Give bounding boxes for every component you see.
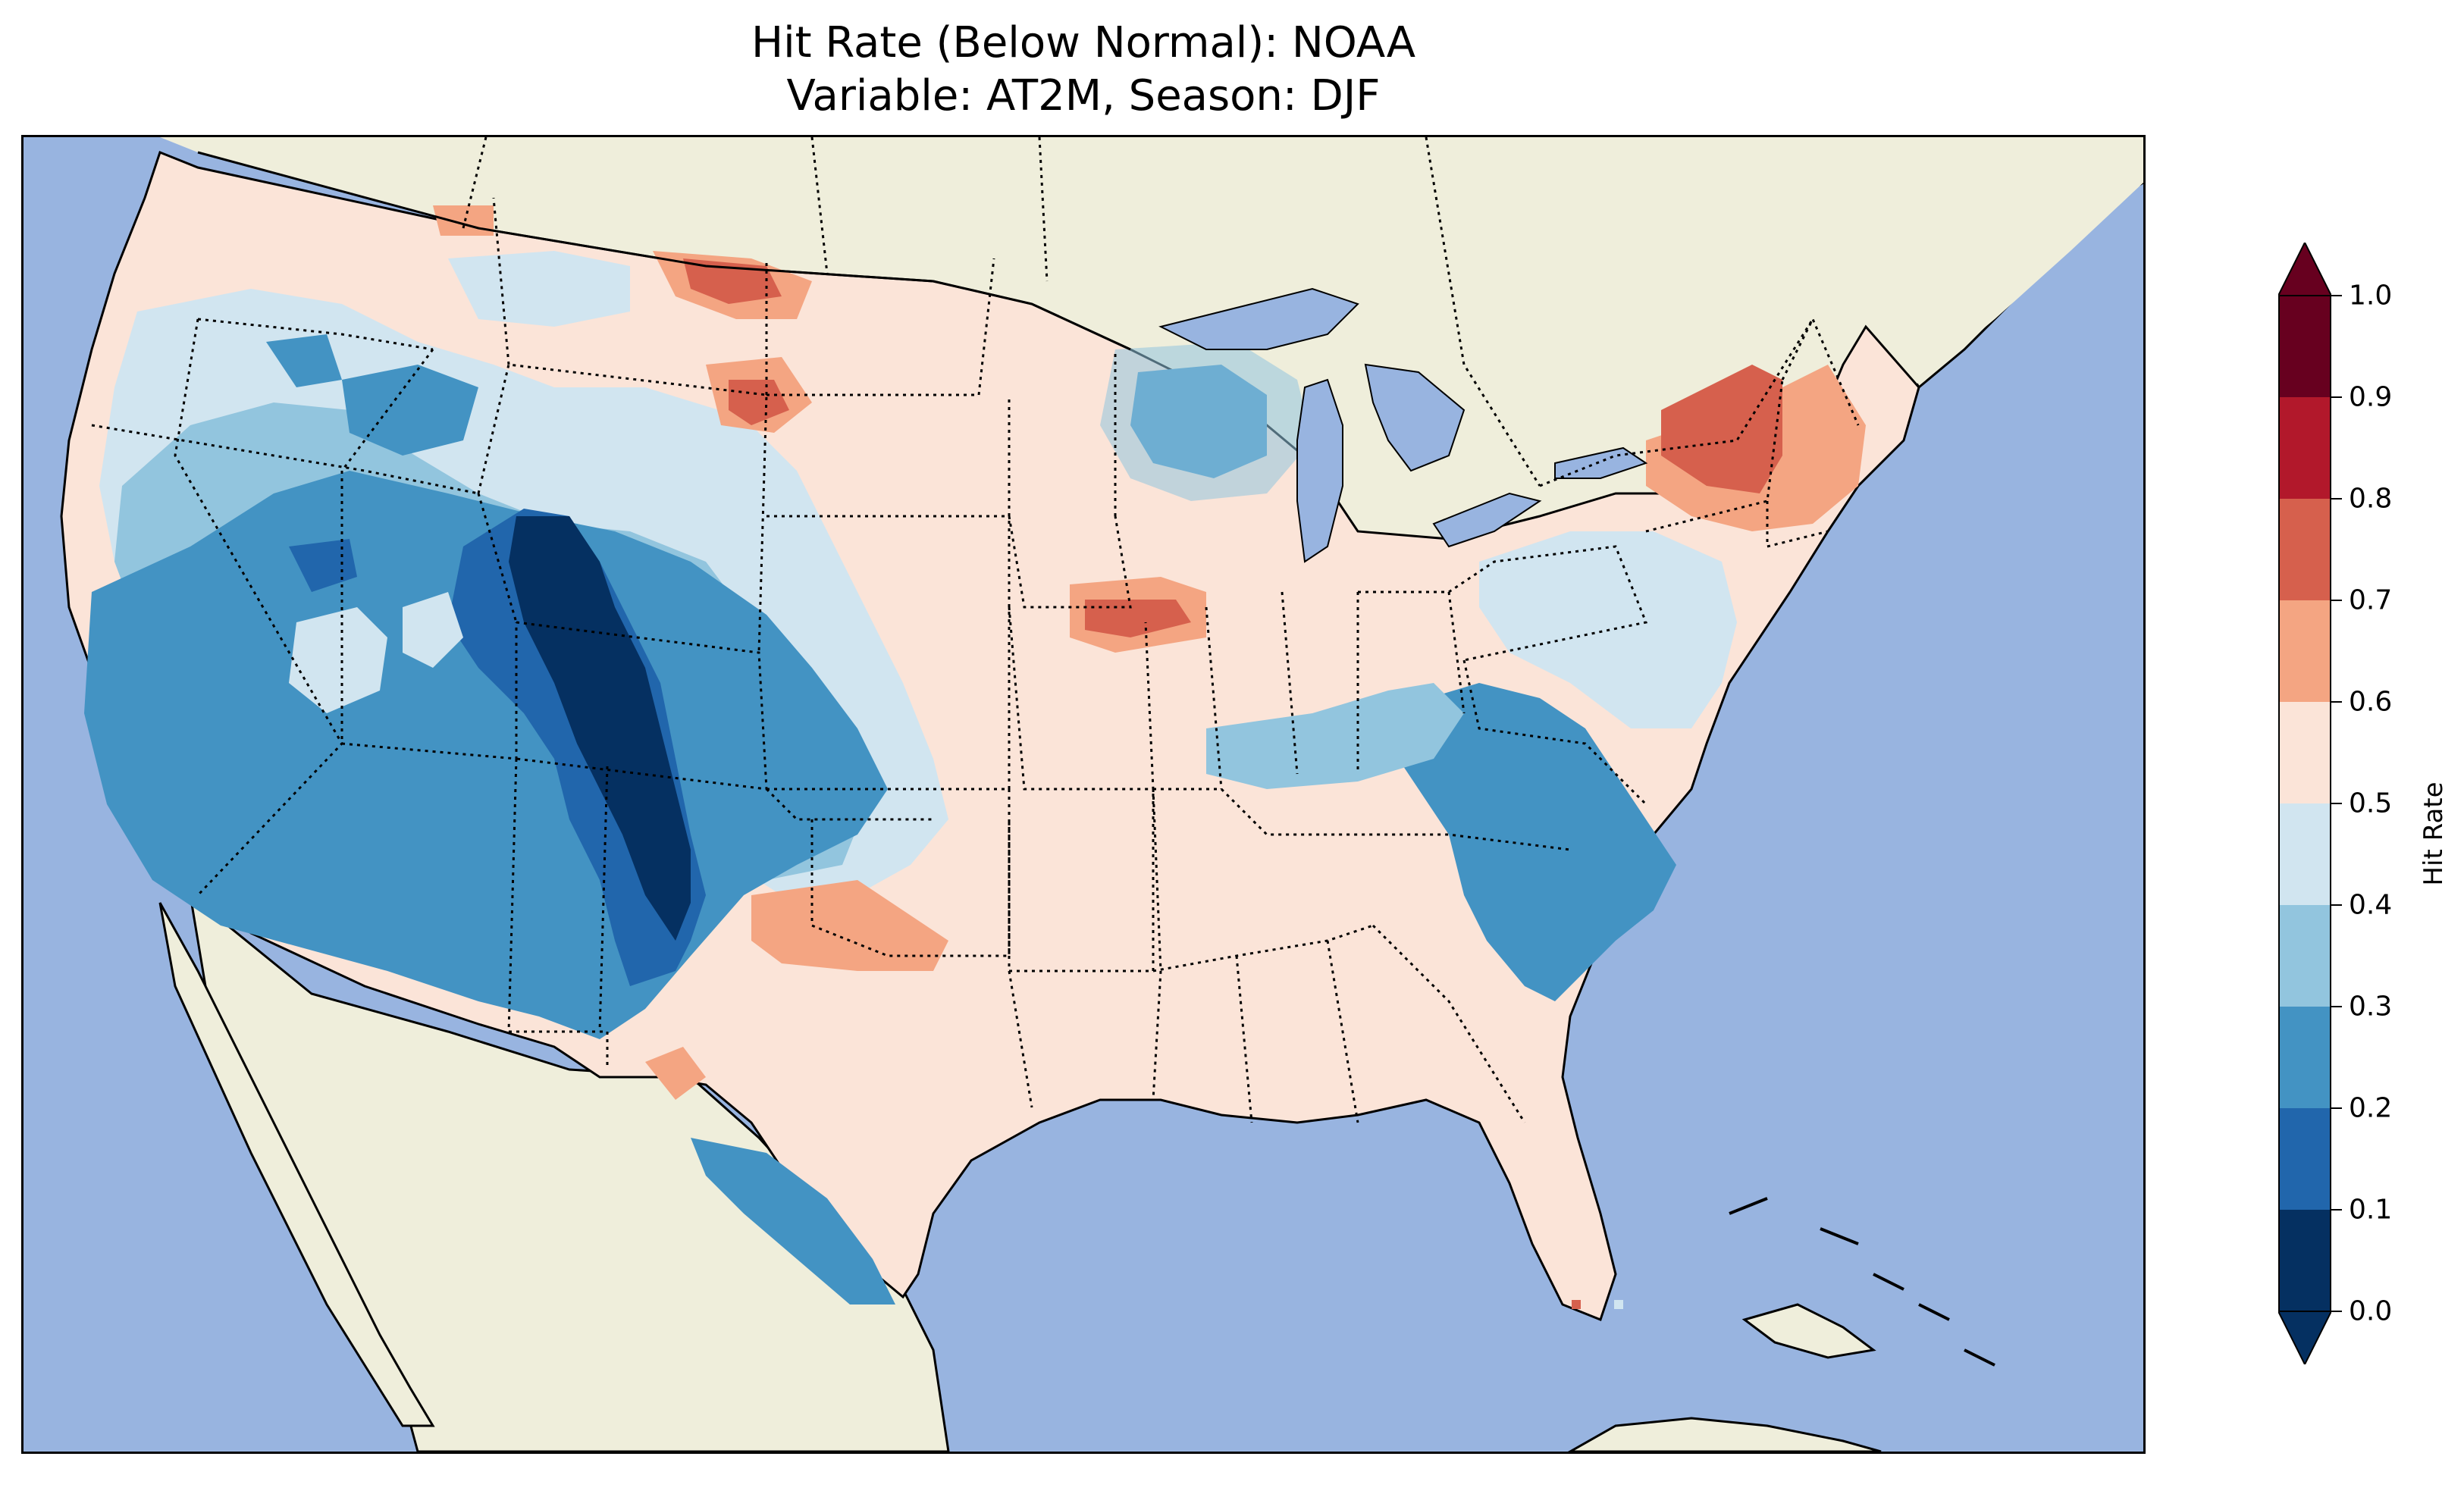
lake-superior [1158,287,1359,350]
colorbar-tick-label: 1.0 [2349,280,2393,312]
field-orange-washington [433,205,494,236]
field-red-iowa [1085,600,1191,637]
colorbar-tick-label: 0.1 [2349,1194,2393,1226]
colorbar-tick-mark [2331,396,2342,398]
colorbar [2278,243,2331,1364]
colorbar-outline [2278,295,2331,1312]
field-orange-texas [645,1047,706,1100]
colorbar-bin [2279,600,2331,702]
colorbar-tick-mark [2331,803,2342,804]
lake-michigan [1296,378,1343,563]
colorbar-tick-label: 0.4 [2349,889,2393,921]
colorbar-extend-top [2278,243,2331,296]
lake-erie [1432,492,1542,548]
colorbar-tick-label: 0.2 [2349,1092,2393,1124]
colorbar-extend-bottom [2278,1311,2331,1364]
field-light-patch-utah [403,592,463,668]
keys-cell-3 [1614,1300,1623,1309]
field-medium-blue-texas [691,1138,895,1305]
colorbar-tick-mark [2331,701,2342,703]
colorbar-tick-label: 0.5 [2349,788,2393,819]
colorbar-bin [2279,905,2331,1007]
colorbar-tick-mark [2331,498,2342,500]
colorbar-tick-label: 0.9 [2349,381,2393,413]
colorbar-tick-mark [2331,1209,2342,1211]
us-canada-border [197,151,1131,351]
map-title: Hit Rate (Below Normal): NOAA Variable: … [21,17,2146,123]
caribbean-land [1567,1417,1882,1452]
lake-huron [1364,363,1466,472]
field-dark-blue-utah [289,539,357,592]
colorbar-tick-mark [2331,904,2342,906]
canada-mainland [160,137,2143,539]
field-red-dakota [729,380,789,425]
colorbar-tick-label: 0.3 [2349,991,2393,1023]
colorbar-tick-mark [2331,1311,2342,1312]
field-light-patch-nevada [289,607,387,713]
colorbar-bin [2279,702,2331,803]
colorbar-tick-mark [2331,1107,2342,1109]
colorbar-label: Hit Rate [2419,781,2449,886]
field-medium-blue-oregon [266,334,342,387]
colorbar-bin [2279,1210,2331,1311]
field-medium-blue-idaho [342,365,478,456]
title-line-2: Variable: AT2M, Season: DJF [786,71,1381,121]
keys-cell-2 [1593,1300,1602,1309]
colorbar-tick-mark [2331,295,2342,296]
state-borders [91,197,1860,1123]
colorbar-tick-label: 0.7 [2349,584,2393,616]
us-map-svg [24,137,2143,1452]
baja-peninsula [158,902,435,1427]
field-light-blue-montana [448,251,630,327]
colorbar-tick-mark [2331,1006,2342,1007]
colorbar-tick-label: 0.0 [2349,1295,2393,1327]
colorbar-bin [2279,1007,2331,1108]
colorbar-tick-mark [2331,600,2342,601]
field-orange-oklahoma [751,880,948,971]
colorbar-bin [2279,1108,2331,1210]
map-panel[interactable] [21,135,2146,1454]
title-line-1: Hit Rate (Below Normal): NOAA [751,18,1416,67]
field-light-blue-east [1206,683,1464,789]
field-red-northeast [1661,365,1782,493]
field-light-blue-great-lakes [1100,342,1312,501]
colorbar-bin [2279,296,2331,397]
colorbar-bin [2279,397,2331,499]
field-medium-blue-east [1388,683,1676,1001]
keys-cell-1 [1572,1300,1581,1309]
cuba-island [1741,1303,1876,1359]
colorbar-tick-label: 0.6 [2349,686,2393,718]
field-darkest-blue-rockies [509,516,691,941]
colorbar-tick-label: 0.8 [2349,483,2393,515]
colorbar-bin [2279,803,2331,905]
colorbar-bin [2279,499,2331,600]
bahamas-islands [1729,1197,1995,1367]
province-borders [462,137,1814,487]
